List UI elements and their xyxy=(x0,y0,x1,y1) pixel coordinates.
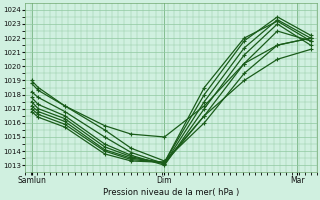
X-axis label: Pression niveau de la mer( hPa ): Pression niveau de la mer( hPa ) xyxy=(103,188,239,197)
